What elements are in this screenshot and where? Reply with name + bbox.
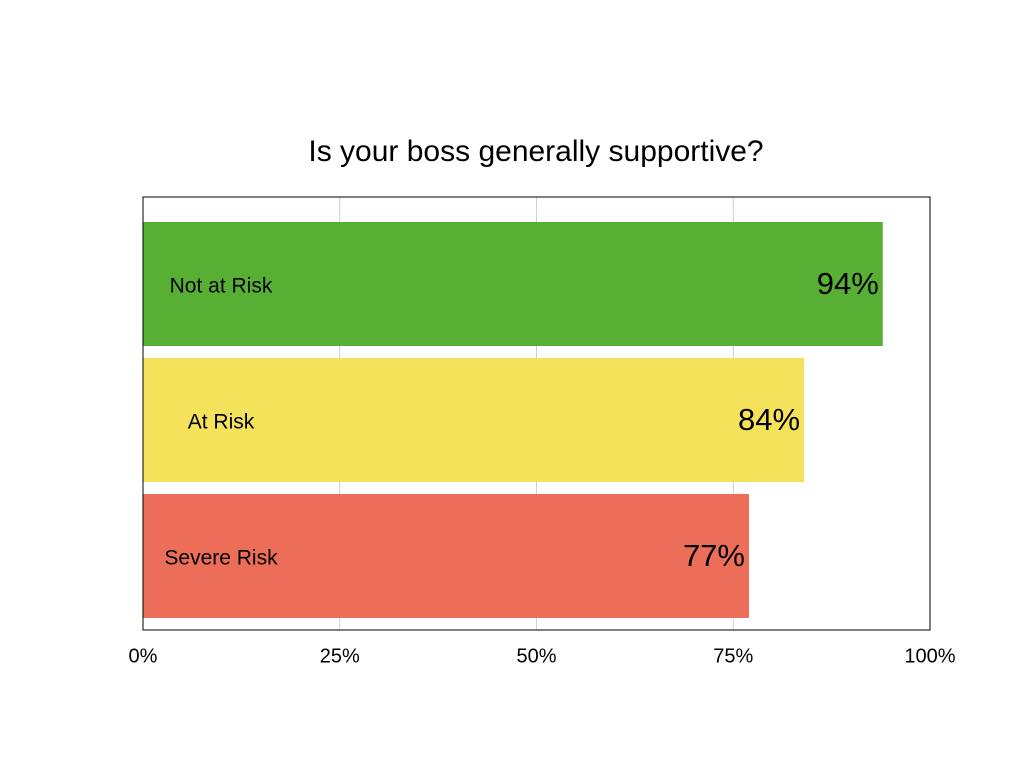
- value-label: 84%: [738, 402, 800, 437]
- chart-title: Is your boss generally supportive?: [308, 135, 763, 168]
- plot-frame: [142, 196, 931, 631]
- x-tick-label: 100%: [904, 645, 955, 667]
- bar: [143, 222, 883, 346]
- category-label: At Risk: [188, 411, 255, 434]
- x-tick-label: 50%: [516, 645, 556, 667]
- value-label: 94%: [817, 266, 879, 301]
- category-label: Severe Risk: [164, 547, 278, 570]
- x-tick-label: 25%: [320, 645, 360, 667]
- value-label: 77%: [683, 538, 745, 573]
- x-tick-label: 75%: [713, 645, 753, 667]
- x-tick-label: 0%: [129, 645, 158, 667]
- bar: [143, 494, 749, 618]
- bar: [143, 358, 805, 482]
- category-label: Not at Risk: [170, 275, 273, 298]
